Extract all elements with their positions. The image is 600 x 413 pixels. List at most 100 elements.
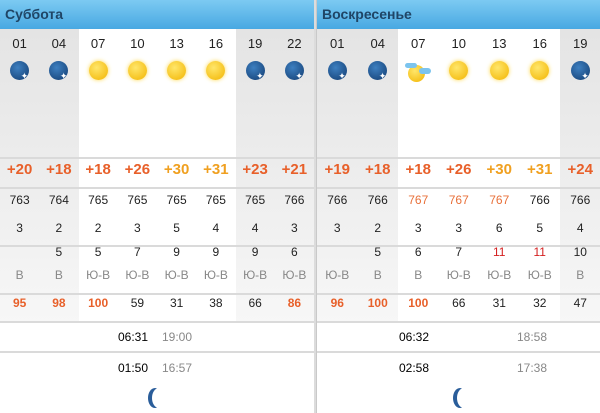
temperature: +18 [365,161,391,178]
temperature: +26 [446,161,472,178]
wind-speed: 2 [374,221,382,235]
hour-label: 22 [287,36,302,51]
temperature: +24 [567,161,593,178]
pressure: 767 [489,193,510,207]
forecast-column: 10 +26 767 3 7 Ю-В 66 [438,29,480,323]
humidity: 95 [12,296,27,310]
temperature: +23 [242,161,268,178]
wind-speed: 3 [16,221,23,235]
wind-direction: Ю-В [86,268,111,282]
humidity: 66 [248,296,262,310]
forecast-column: 07 +18 767 3 6 В 100 [398,29,439,323]
temperature: +18 [405,161,431,178]
clear-night-icon: ✦ [560,61,600,83]
hour-label: 13 [169,36,184,51]
row-divider [317,293,600,295]
row-divider [0,245,314,247]
wind-speed: 3 [134,221,141,235]
forecast-column: 04 ✦ +18 764 2 5 В 98 [39,29,79,323]
pressure: 767 [408,193,429,207]
hour-label: 07 [90,36,106,51]
wind-speed: 4 [251,221,259,235]
wind-speed: 2 [55,221,63,235]
humidity: 86 [287,296,302,310]
row-divider [317,245,600,247]
pressure: 766 [367,193,388,207]
clear-night-icon: ✦ [39,61,78,83]
row-divider [0,293,314,295]
humidity: 98 [52,296,66,310]
temperature: +19 [324,161,350,178]
pressure: 763 [9,193,30,207]
humidity: 31 [492,296,506,310]
wind-direction: Ю-В [164,268,189,282]
pressure: 765 [127,193,148,207]
wind-direction: Ю-В [527,268,552,282]
row-divider [317,187,600,189]
moonrise-time: 02:58 [399,361,430,375]
sun-icon [196,61,235,83]
temperature: +30 [486,161,512,178]
wind-direction: Ю-В [325,268,350,282]
wind-speed: 6 [495,221,503,235]
row-divider [0,187,314,189]
wind-direction: Ю-В [282,268,307,282]
wind-gust: 6 [291,245,298,259]
moon-phase-icon [457,388,471,408]
sunset-time: 19:00 [162,330,193,344]
pressure: 764 [48,193,69,207]
wind-direction: Ю-В [243,268,268,282]
wind-gust: 11 [493,245,506,259]
hour-label: 16 [208,36,224,51]
temperature: +21 [281,161,308,178]
wind-gust: 9 [212,245,220,259]
humidity: 31 [169,296,184,310]
wind-speed: 3 [455,221,463,235]
clear-night-icon: ✦ [358,61,399,83]
wind-direction: Ю-В [203,268,228,282]
wind-speed: 4 [212,221,220,235]
sun-icon [439,61,480,83]
wind-gust: 7 [455,245,463,259]
wind-gust: 5 [374,245,382,259]
sunrise-time: 06:32 [399,330,430,344]
divider [314,0,316,413]
sun-cloud-icon [398,61,439,83]
temperature: +31 [527,161,553,178]
pressure: 766 [284,193,305,207]
pressure: 765 [166,193,187,207]
sun-icon [118,61,157,83]
forecast-column: 13 +30 767 6 11 Ю-В 31 [479,29,520,323]
forecast-column: 19 ✦ +24 766 4 10 В 47 [560,29,600,323]
row-divider [317,157,600,159]
temperature: +31 [203,161,229,178]
day-panel-saturday: Суббота 01 ✦ +20 763 3 В 95 04 ✦ +18 764… [0,0,314,408]
forecast-column: 07 +18 765 2 5 Ю-В 100 [78,29,118,323]
hour-label: 04 [370,36,385,51]
day-panel-sunday: Воскресенье 01 ✦ +19 766 3 Ю-В 96 04 ✦ +… [316,0,600,413]
pressure: 767 [448,193,469,207]
moon-phase-icon [152,388,166,408]
row-divider [317,321,600,323]
wind-speed: 2 [94,221,102,235]
temperature: +18 [85,161,111,178]
wind-speed: 5 [173,221,180,235]
wind-gust: 7 [134,245,141,259]
clear-night-icon: ✦ [236,61,275,83]
clear-night-icon: ✦ [275,61,314,83]
wind-gust: 6 [414,245,422,259]
hour-label: 16 [532,36,547,51]
clear-night-icon: ✦ [317,61,358,83]
humidity: 38 [209,296,223,310]
hour-label: 01 [12,36,27,51]
humidity: 96 [330,296,344,310]
humidity: 100 [88,296,109,310]
humidity: 100 [408,296,429,310]
sun-icon [157,61,196,83]
sun-icon [79,61,118,83]
humidity: 66 [452,296,466,310]
wind-gust: 9 [251,245,259,259]
pressure: 766 [327,193,348,207]
hour-label: 13 [492,36,507,51]
sun-icon [520,61,561,83]
